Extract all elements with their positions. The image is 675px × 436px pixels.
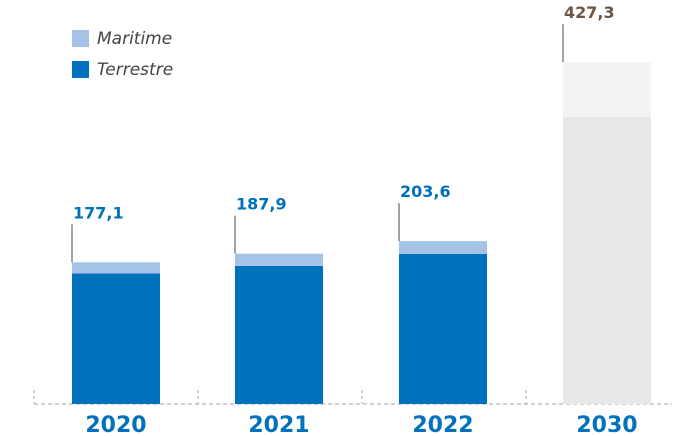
bar-maritime-2021 xyxy=(235,253,323,266)
bar-projection-upper-2030 xyxy=(563,62,651,117)
bar-maritime-2020 xyxy=(72,262,160,274)
x-tick-label-2020: 2020 xyxy=(85,413,146,436)
legend-swatch-terrestre xyxy=(72,61,89,78)
legend-label-terrestre: Terrestre xyxy=(97,59,174,80)
legend-item-maritime: Maritime xyxy=(72,27,173,50)
legend-swatch-maritime xyxy=(72,30,89,47)
x-tick-label-2022: 2022 xyxy=(412,413,473,436)
total-label-2021: 187,9 xyxy=(236,195,287,214)
x-tick-label-2030: 2030 xyxy=(576,413,637,436)
bar-terrestre-2020 xyxy=(72,273,160,404)
legend-item-terrestre: Terrestre xyxy=(72,58,173,81)
total-label-2022: 203,6 xyxy=(400,182,451,201)
legend-label-maritime: Maritime xyxy=(97,28,173,49)
x-tick-label-2021: 2021 xyxy=(248,413,309,436)
bar-terrestre-2022 xyxy=(399,253,487,404)
total-label-2030: 427,3 xyxy=(564,3,615,22)
total-label-2020: 177,1 xyxy=(73,203,124,222)
bar-terrestre-2021 xyxy=(235,265,323,404)
bar-maritime-2022 xyxy=(399,241,487,254)
bar-projection-lower-2030 xyxy=(563,116,651,405)
legend: Maritime Terrestre xyxy=(72,27,173,89)
